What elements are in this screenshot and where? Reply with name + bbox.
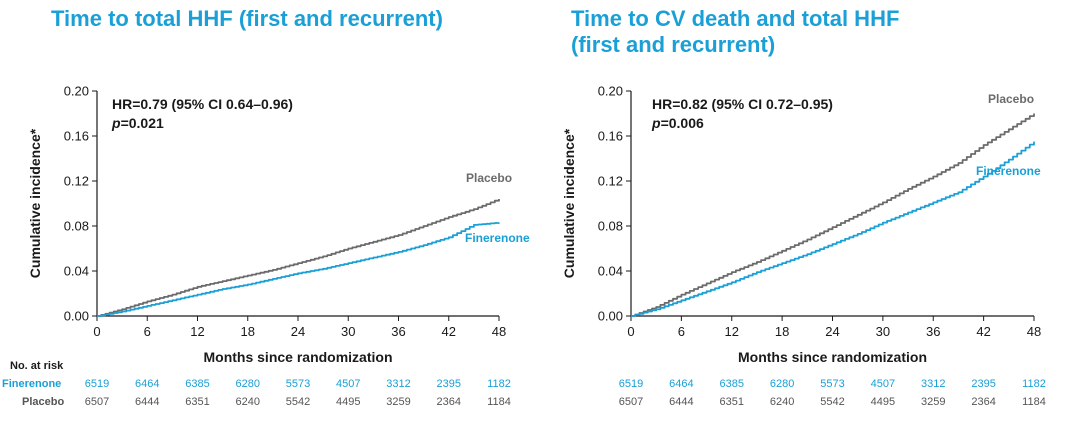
c0-at-risk-finerenone: 6464 (135, 378, 159, 390)
c1-x-tick-label: 48 (1027, 324, 1041, 339)
c1-series-line-placebo (631, 113, 1035, 317)
c0-at-risk-placebo: 5542 (286, 396, 310, 408)
c1-at-risk-finerenone: 6464 (669, 378, 693, 390)
c1-at-risk-placebo: 6240 (770, 396, 794, 408)
c1-y-tick-label: 0.20 (598, 84, 623, 99)
chart-title-total-hhf: Time to total HHF (first and recurrent) (51, 6, 443, 31)
c1-p-value: p=0.006 (651, 115, 704, 131)
c1-p-symbol: p (651, 115, 661, 131)
c1-at-risk-placebo: 6507 (619, 396, 643, 408)
c1-series-line-finerenone (631, 141, 1035, 317)
c0-y-tick-label: 0.20 (64, 84, 89, 99)
c0-y-axis-title: Cumulative incidence* (27, 128, 43, 278)
c1-at-risk-finerenone: 6519 (619, 378, 643, 390)
c0-at-risk-placebo: 6240 (236, 396, 260, 408)
c1-at-risk-placebo: 6351 (720, 396, 744, 408)
risk-row-label-finerenone: Finerenone (2, 378, 61, 390)
c1-hazard-ratio: HR=0.82 (95% CI 0.72–0.95) (652, 96, 833, 112)
c1-x-tick-label: 42 (976, 324, 990, 339)
c0-series-label-placebo: Placebo (466, 171, 512, 185)
c0-x-tick-label: 18 (241, 324, 255, 339)
c1-y-tick-label: 0.08 (598, 219, 623, 234)
c1-at-risk-placebo: 3259 (921, 396, 945, 408)
c1-x-tick-label: 12 (725, 324, 739, 339)
c0-x-axis-title: Months since randomization (203, 349, 392, 365)
c1-y-tick-label: 0.00 (598, 309, 623, 324)
c1-at-risk-finerenone: 6385 (720, 378, 744, 390)
c0-at-risk-finerenone: 1182 (487, 378, 511, 390)
chart-title-cv-death-hhf: Time to CV death and total HHF (first an… (571, 6, 900, 57)
c1-y-axis-title: Cumulative incidence* (561, 128, 577, 278)
c0-x-tick-label: 48 (492, 324, 506, 339)
c0-series-label-finerenone: Finerenone (465, 231, 530, 245)
c1-at-risk-placebo: 1184 (1022, 396, 1046, 408)
c0-at-risk-placebo: 2364 (437, 396, 461, 408)
c1-at-risk-placebo: 4495 (871, 396, 895, 408)
c0-series-line-placebo (97, 199, 500, 317)
c0-at-risk-placebo: 3259 (386, 396, 410, 408)
c0-x-tick-label: 6 (144, 324, 151, 339)
c1-x-tick-label: 18 (775, 324, 789, 339)
c1-p-number: =0.006 (661, 115, 704, 131)
c0-y-tick-label: 0.12 (64, 174, 89, 189)
c0-x-tick-label: 30 (341, 324, 355, 339)
c0-at-risk-finerenone: 2395 (437, 378, 461, 390)
c1-at-risk-finerenone: 2395 (971, 378, 995, 390)
c1-x-tick-label: 24 (825, 324, 839, 339)
c1-x-tick-label: 0 (627, 324, 634, 339)
c1-series-label-placebo: Placebo (988, 92, 1034, 106)
c1-x-axis-title: Months since randomization (738, 349, 927, 365)
c0-at-risk-finerenone: 6280 (236, 378, 260, 390)
c1-at-risk-placebo: 2364 (971, 396, 995, 408)
c1-y-tick-label: 0.12 (598, 174, 623, 189)
c0-x-tick-label: 42 (442, 324, 456, 339)
risk-table-header: No. at risk (10, 360, 64, 372)
risk-row-label-placebo: Placebo (22, 396, 64, 408)
c0-at-risk-finerenone: 6519 (85, 378, 109, 390)
c0-x-tick-label: 24 (291, 324, 305, 339)
c0-y-tick-label: 0.00 (64, 309, 89, 324)
c1-at-risk-placebo: 5542 (820, 396, 844, 408)
c0-y-tick-label: 0.08 (64, 219, 89, 234)
c0-at-risk-finerenone: 5573 (286, 378, 310, 390)
c0-at-risk-finerenone: 6385 (185, 378, 209, 390)
c0-at-risk-finerenone: 3312 (386, 378, 410, 390)
c1-y-tick-label: 0.04 (598, 264, 623, 279)
c0-x-tick-label: 0 (93, 324, 100, 339)
c1-x-tick-label: 6 (678, 324, 685, 339)
c0-at-risk-placebo: 6507 (85, 396, 109, 408)
c0-p-value: p=0.021 (111, 115, 164, 131)
c0-at-risk-placebo: 6444 (135, 396, 159, 408)
c1-x-tick-label: 30 (876, 324, 890, 339)
c1-at-risk-finerenone: 4507 (871, 378, 895, 390)
c0-y-tick-label: 0.04 (64, 264, 89, 279)
c0-at-risk-finerenone: 4507 (336, 378, 360, 390)
c0-at-risk-placebo: 1184 (487, 396, 511, 408)
c1-at-risk-finerenone: 6280 (770, 378, 794, 390)
c1-at-risk-placebo: 6444 (669, 396, 693, 408)
c1-at-risk-finerenone: 3312 (921, 378, 945, 390)
c0-hazard-ratio: HR=0.79 (95% CI 0.64–0.96) (112, 96, 293, 112)
c0-x-tick-label: 36 (391, 324, 405, 339)
c0-x-tick-label: 12 (190, 324, 204, 339)
c1-y-tick-label: 0.16 (598, 129, 623, 144)
c1-series-label-finerenone: Finerenone (976, 164, 1041, 178)
c0-at-risk-placebo: 4495 (336, 396, 360, 408)
c0-p-symbol: p (111, 115, 121, 131)
c0-at-risk-placebo: 6351 (185, 396, 209, 408)
c1-at-risk-finerenone: 1182 (1022, 378, 1046, 390)
c1-x-tick-label: 36 (926, 324, 940, 339)
c0-y-tick-label: 0.16 (64, 129, 89, 144)
c0-p-number: =0.021 (121, 115, 164, 131)
c1-at-risk-finerenone: 5573 (820, 378, 844, 390)
c0-series-line-finerenone (97, 222, 500, 317)
